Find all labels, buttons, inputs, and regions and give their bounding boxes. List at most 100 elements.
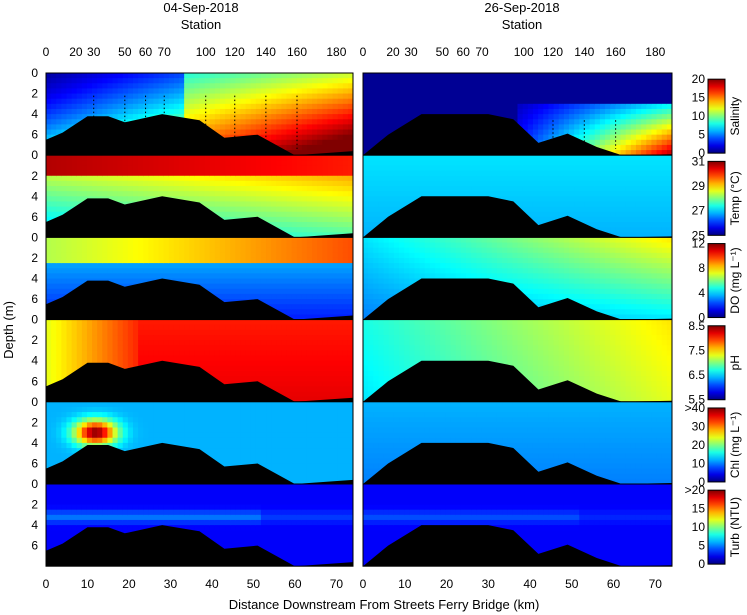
field-cell <box>51 242 57 249</box>
field-cell <box>46 180 52 187</box>
field-cell <box>594 103 601 110</box>
field-cell <box>429 78 436 84</box>
field-cell <box>651 124 658 131</box>
field-cell <box>553 73 560 79</box>
field-cell <box>51 103 57 110</box>
field-cell <box>620 201 627 208</box>
field-cell <box>173 175 180 182</box>
field-cell <box>112 237 119 244</box>
field-cell <box>291 98 298 105</box>
field-cell <box>71 247 78 254</box>
field-cell <box>214 293 221 300</box>
field-cell <box>286 108 293 115</box>
field-cell <box>235 83 242 90</box>
field-cell <box>538 103 544 110</box>
field-cell <box>173 186 180 192</box>
field-cell <box>543 180 549 187</box>
field-cell <box>301 309 308 316</box>
field-cell <box>230 119 236 125</box>
field-cell <box>286 144 293 151</box>
field-cell <box>214 252 221 259</box>
field-cell <box>322 78 329 84</box>
field-cell <box>225 237 231 244</box>
station-tick-label: 0 <box>360 45 367 59</box>
field-cell <box>127 83 134 90</box>
field-cell <box>291 129 298 136</box>
field-cell <box>312 211 318 218</box>
field-cell <box>620 175 627 182</box>
field-cell <box>574 196 580 203</box>
field-cell <box>337 247 344 254</box>
field-cell <box>250 191 257 197</box>
field-cell <box>440 98 446 105</box>
field-cell <box>97 93 103 100</box>
field-cell <box>522 165 529 172</box>
field-cell <box>260 93 267 100</box>
field-cell <box>332 273 339 280</box>
field-cell <box>337 83 344 90</box>
field-cell <box>378 201 385 208</box>
field-cell <box>347 78 353 84</box>
field-cell <box>312 124 318 131</box>
field-cell <box>250 293 257 300</box>
field-cell <box>245 237 252 244</box>
field-cell <box>378 83 385 90</box>
field-cell <box>409 73 416 79</box>
field-cell <box>512 93 519 100</box>
field-cell <box>138 273 144 280</box>
field-cell <box>214 201 221 208</box>
field-cell <box>168 268 175 274</box>
field-cell <box>651 216 658 223</box>
field-cell <box>281 119 288 125</box>
field-cell <box>635 88 642 95</box>
field-cell <box>204 278 211 285</box>
field-cell <box>225 108 231 115</box>
field-cell <box>363 108 369 115</box>
field-cell <box>61 180 68 187</box>
field-cell <box>363 257 369 264</box>
field-cell <box>486 83 493 90</box>
field-cell <box>143 263 149 269</box>
field-cell <box>245 252 252 259</box>
field-cell <box>327 196 334 203</box>
field-cell <box>81 155 88 161</box>
field-cell <box>368 139 374 146</box>
field-cell <box>589 221 596 228</box>
field-cell <box>179 103 185 110</box>
field-cell <box>404 180 410 187</box>
field-cell <box>317 257 323 264</box>
field-cell <box>266 175 272 182</box>
field-cell <box>327 83 334 90</box>
field-cell <box>225 165 231 172</box>
field-cell <box>517 73 524 79</box>
field-cell <box>512 78 519 84</box>
field-cell <box>641 134 647 141</box>
field-cell <box>158 108 165 115</box>
field-cell <box>553 165 560 172</box>
field-cell <box>393 206 400 213</box>
field-cell <box>127 160 134 167</box>
field-cell <box>625 196 632 203</box>
field-cell <box>373 78 380 84</box>
field-cell <box>347 144 353 151</box>
field-cell <box>266 165 272 172</box>
field-cell <box>204 170 211 177</box>
field-cell <box>399 98 405 105</box>
field-cell <box>235 170 242 177</box>
field-cell <box>184 103 190 110</box>
field-cell <box>163 263 170 269</box>
field-cell <box>179 247 185 254</box>
field-cell <box>368 98 374 105</box>
field-cell <box>266 242 272 249</box>
field-cell <box>163 180 170 187</box>
field-cell <box>414 155 421 161</box>
field-cell <box>548 88 555 95</box>
field-cell <box>71 93 78 100</box>
field-cell <box>368 93 374 100</box>
field-cell <box>347 263 353 269</box>
field-cell <box>599 124 606 131</box>
field-cell <box>46 211 52 218</box>
field-cell <box>594 78 601 84</box>
field-cell <box>378 180 385 187</box>
field-cell <box>86 237 93 244</box>
